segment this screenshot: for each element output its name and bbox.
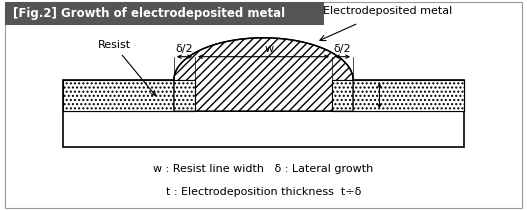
Bar [63,80,195,111]
Text: Electrodeposited metal: Electrodeposited metal [323,6,452,16]
Polygon shape [174,38,353,111]
Text: δ/2: δ/2 [334,43,352,54]
Text: [Fig.2] Growth of electrodeposited metal: [Fig.2] Growth of electrodeposited metal [13,7,285,20]
Bar [63,80,464,147]
Text: w : Resist line width   δ : Lateral growth: w : Resist line width δ : Lateral growth [153,164,374,174]
Bar [5,2,324,25]
Text: t: t [387,91,392,101]
Text: Resist: Resist [97,40,155,96]
Text: t : Electrodeposition thickness  t÷δ: t : Electrodeposition thickness t÷δ [166,187,361,197]
Bar [332,80,464,111]
Text: w: w [264,43,274,54]
Bar [332,80,464,111]
Text: δ/2: δ/2 [175,43,193,54]
Bar [63,80,195,111]
